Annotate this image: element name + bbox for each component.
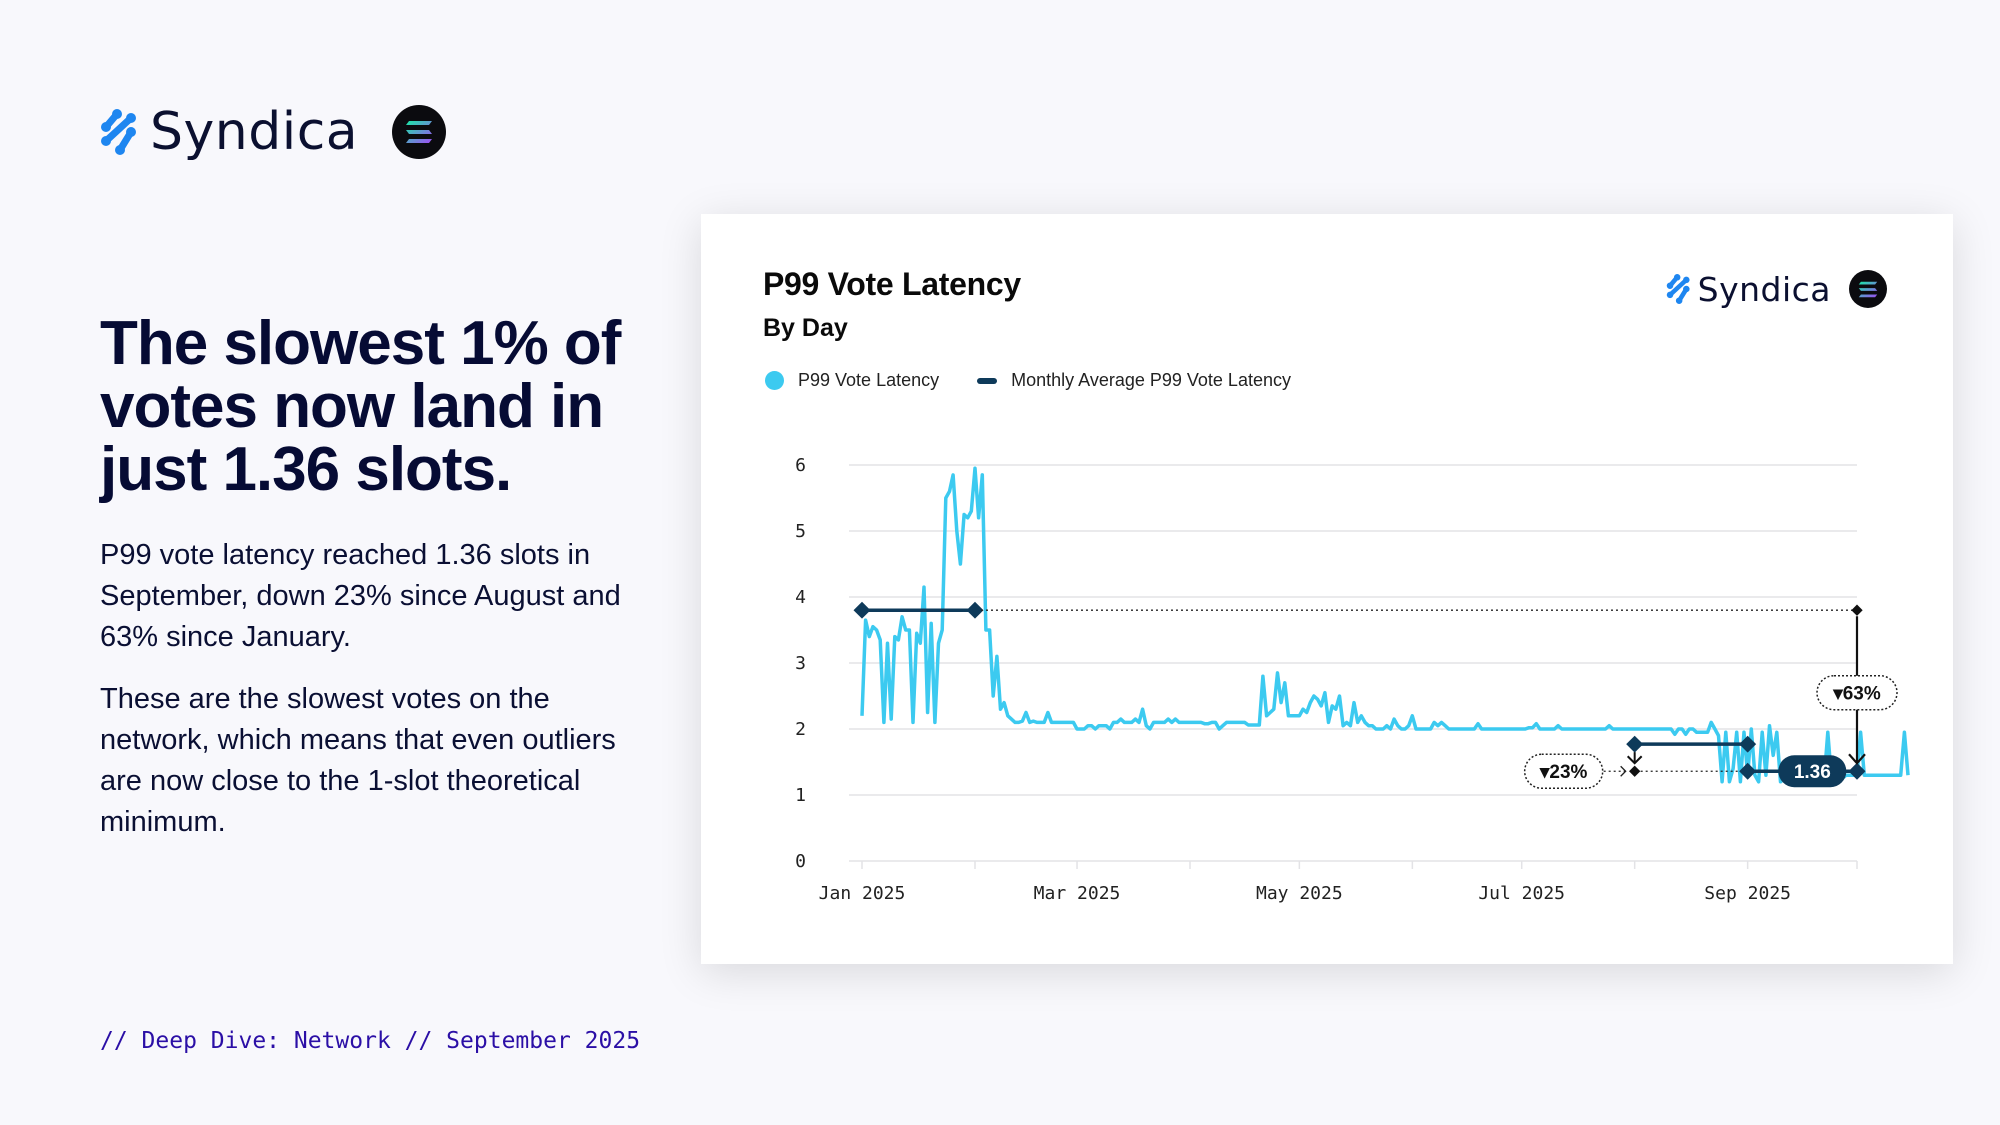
x-axis: Jan 2025 Mar 2025 May 2025 Jul 2025 Sep 2025 xyxy=(819,861,1858,904)
change-badge-23-background xyxy=(1523,753,1604,789)
value-badge-1-36-background xyxy=(1778,755,1847,788)
daily-latency-line xyxy=(860,466,1910,784)
syndica-logo-icon xyxy=(1666,274,1690,304)
change-badge-23-label: ▾23% xyxy=(1539,762,1588,783)
card-brand: Syndica xyxy=(1666,268,1887,310)
latency-chart: 0 1 2 3 4 5 6 Jan 2025 Mar 2025 May 2025 Jul 2025… xyxy=(795,455,1910,904)
monthly-average-marker xyxy=(1739,762,1757,780)
chart-card: P99 Vote Latency By Day Syndica P99 Vote… xyxy=(701,214,1953,964)
x-tick-label: May 2025 xyxy=(1256,883,1343,904)
change-badge-63-background xyxy=(1816,674,1898,711)
card-brand-name: Syndica xyxy=(1697,269,1831,309)
chart-subtitle: By Day xyxy=(763,314,848,342)
change-badge-63-label: ▾63% xyxy=(1832,684,1881,705)
change-badge-23: ▾23% xyxy=(1523,753,1604,789)
y-axis: 0 1 2 3 4 5 6 xyxy=(795,455,806,872)
monthly-average-marker xyxy=(853,601,871,619)
y-tick-label: 0 xyxy=(795,851,806,872)
solana-logo-icon xyxy=(392,105,447,159)
solana-logo-icon xyxy=(1849,270,1887,308)
pointer-arrow-icon xyxy=(1620,765,1627,777)
reference-marker xyxy=(1851,604,1863,616)
footer-caption: // Deep Dive: Network // September 2025 xyxy=(100,1028,641,1054)
brand-header: Syndica xyxy=(100,100,447,164)
y-tick-label: 5 xyxy=(795,521,806,542)
monthly-average-marker xyxy=(1626,735,1644,753)
y-tick-label: 3 xyxy=(795,653,806,674)
x-tick-label: Jul 2025 xyxy=(1478,883,1565,904)
arrow-down-icon xyxy=(1626,752,1643,765)
headline: The slowest 1% of votes now land in just… xyxy=(100,309,621,504)
value-badge-1-36-label: 1.36 xyxy=(1794,762,1831,783)
annotation-layer: ▾23% ▾63% 1.36 xyxy=(980,604,1898,789)
value-badge-1-36: 1.36 xyxy=(1778,755,1847,788)
chart-legend: P99 Vote Latency Monthly Average P99 Vot… xyxy=(765,370,1291,391)
monthly-average-layer xyxy=(853,601,1866,780)
grid-lines xyxy=(849,464,1857,862)
series-layer xyxy=(860,466,1910,784)
y-tick-label: 2 xyxy=(795,719,806,740)
reference-marker xyxy=(1629,765,1641,777)
syndica-logo-icon xyxy=(101,109,136,155)
explanation-paragraph: These are the slowest votes on the netwo… xyxy=(100,683,616,838)
legend-label-monthly: Monthly Average P99 Vote Latency xyxy=(1011,370,1291,390)
legend-marker-monthly xyxy=(977,377,998,384)
summary-paragraph: P99 vote latency reached 1.36 slots in S… xyxy=(100,539,621,653)
monthly-average-marker xyxy=(966,601,984,619)
monthly-average-marker xyxy=(1848,762,1866,780)
x-tick-label: Jan 2025 xyxy=(819,883,906,904)
brand-name: Syndica xyxy=(150,102,359,162)
chart-title: P99 Vote Latency xyxy=(763,266,1021,302)
legend-marker-daily xyxy=(765,371,784,390)
y-tick-label: 6 xyxy=(795,455,806,476)
x-tick-label: Sep 2025 xyxy=(1704,883,1791,904)
monthly-average-marker xyxy=(1739,735,1757,753)
y-tick-label: 1 xyxy=(795,785,806,806)
legend-label-daily: P99 Vote Latency xyxy=(798,370,940,390)
change-badge-63: ▾63% xyxy=(1816,674,1898,711)
x-tick-label: Mar 2025 xyxy=(1034,883,1121,904)
y-tick-label: 4 xyxy=(795,587,806,608)
